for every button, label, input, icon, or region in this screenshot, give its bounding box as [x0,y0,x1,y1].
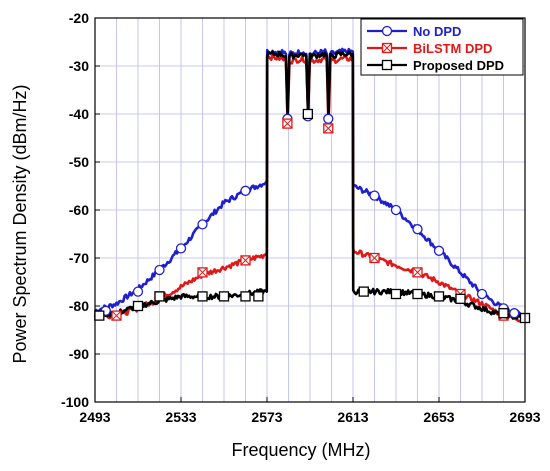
data-point-0 [240,185,251,196]
data-point-0 [154,264,165,276]
data-point-1 [197,267,208,278]
y-tick-label: -50 [69,154,89,170]
data-point-1 [240,255,251,266]
y-tick-label: -70 [69,250,89,266]
y-tick-label: -30 [69,58,89,74]
y-tick-label: -90 [69,346,89,362]
series-line-2 [93,50,527,321]
data-point-0 [132,286,144,297]
data-point-0 [323,113,334,124]
legend-label: Proposed DPD [413,58,504,73]
y-tick-label: -100 [61,394,89,410]
data-point-2 [412,288,423,300]
data-point-2 [498,308,509,319]
x-tick-label: 2693 [509,409,540,425]
legend-label: No DPD [413,24,461,39]
data-point-1 [111,310,122,321]
data-point-0 [476,288,488,300]
data-point-2 [302,108,314,120]
y-axis-title: Power Spectrum Density (dBm/Hz) [10,84,30,363]
data-point-2 [197,291,208,302]
tick-labels: 2493 2533 2573 2613 2653 2693 -20 -30 -40 -50 -60 -… [61,10,541,425]
data-point-0 [369,190,380,201]
legend-label: BiLSTM DPD [413,41,492,56]
data-point-0 [509,308,520,319]
x-tick-label: 2573 [251,409,282,425]
data-point-0 [412,224,423,235]
data-point-2 [94,310,105,321]
data-point-0 [175,243,187,254]
x-tick-label: 2613 [337,409,368,425]
data-point-1 [282,118,293,129]
x-tick-label: 2533 [165,409,196,425]
data-point-0 [433,245,445,256]
data-point-1 [369,252,380,264]
series-layer [93,47,531,324]
data-point-0 [197,219,208,230]
y-tick-label: -40 [69,106,89,122]
legend-marker [381,25,393,37]
x-tick-label: 2493 [79,409,110,425]
x-axis-title: Frequency (MHz) [231,440,370,460]
data-point-2 [154,291,165,302]
data-point-1 [323,123,334,134]
data-point-2 [390,288,402,300]
data-point-2 [218,291,230,302]
data-point-2 [358,286,369,297]
y-tick-label: -20 [69,10,89,26]
data-point-0 [390,204,402,216]
data-point-2 [433,291,445,302]
x-tick-label: 2653 [423,409,454,425]
data-point-2 [455,293,466,304]
data-point-2 [253,291,264,302]
y-tick-label: -80 [69,298,89,314]
legend-marker [381,59,393,71]
data-point-1 [412,267,423,278]
legend-marker [381,42,393,54]
data-point-2 [240,291,251,302]
y-tick-label: -60 [69,202,89,218]
legend: No DPD BiLSTM DPD Proposed DPD [360,18,524,76]
data-point-2 [132,300,144,312]
